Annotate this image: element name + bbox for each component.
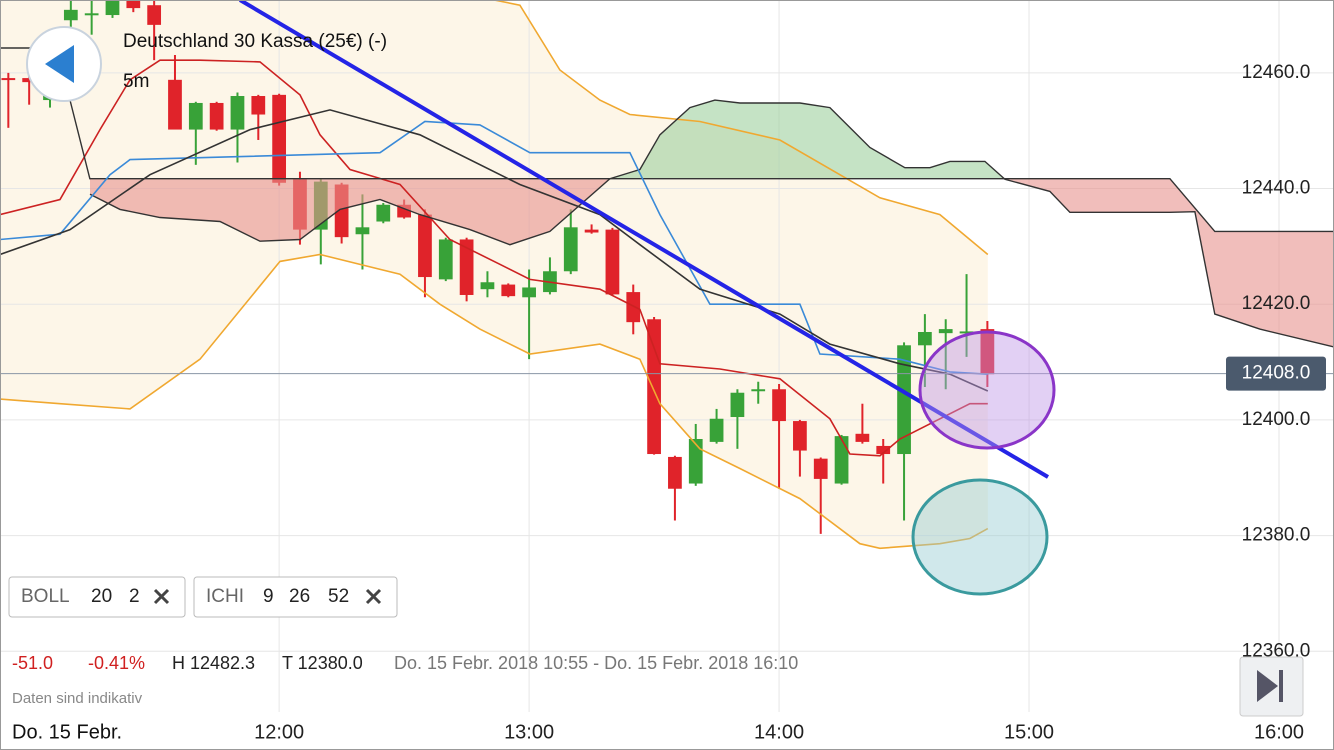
- x-tick-label: 16:00: [1254, 721, 1304, 743]
- change: -51.0: [12, 653, 53, 673]
- candle-body: [209, 102, 224, 130]
- candle-body: [876, 445, 891, 455]
- jump-end-button[interactable]: [1239, 656, 1304, 717]
- x-tick-label: 14:00: [754, 721, 804, 743]
- candle-body: [501, 284, 516, 297]
- chip-param: 2: [129, 586, 140, 607]
- x-tick-label: 13:00: [504, 721, 554, 743]
- candle-body: [772, 389, 786, 422]
- date-box: [0, 717, 145, 750]
- boll-upper: [490, 0, 989, 256]
- chip-param: 52: [328, 586, 349, 607]
- boll-chip[interactable]: BOLL 20 2: [8, 576, 186, 618]
- chip-close[interactable]: [365, 588, 382, 605]
- candle-body: [813, 458, 828, 479]
- candle-body: [355, 227, 370, 235]
- x-tick-label: 15:00: [1004, 721, 1054, 743]
- chip-name: BOLL: [21, 586, 70, 607]
- candle-body: [751, 389, 766, 392]
- candle-body: [105, 0, 120, 16]
- note: Daten sind indikativ: [12, 690, 143, 707]
- candle-body: [668, 456, 682, 489]
- candle-body: [980, 329, 995, 375]
- boll-lower: [0, 253, 989, 550]
- candle-body: [84, 13, 99, 16]
- candle-body: [855, 433, 870, 442]
- chip-name: ICHI: [206, 586, 244, 607]
- candle-body: [480, 282, 495, 290]
- back-icon[interactable]: [45, 45, 74, 83]
- chip-param: 9: [263, 586, 274, 607]
- cloud-up: [89, 100, 1334, 232]
- candle-body: [22, 78, 37, 83]
- back-button[interactable]: [26, 26, 102, 102]
- candle-body: [563, 227, 578, 272]
- candle-body: [438, 239, 453, 280]
- candle-body: [918, 331, 932, 346]
- tenkan: [0, 120, 988, 375]
- candle-body: [730, 392, 745, 418]
- candle-body: [230, 96, 245, 130]
- high: H 12482.3: [172, 653, 255, 673]
- trend-line: [238, 0, 1050, 479]
- chip-close[interactable]: [153, 588, 170, 605]
- y-tick-label: 12380.0: [1242, 525, 1311, 546]
- plot: [0, 0, 1334, 712]
- candle-body: [1, 78, 16, 81]
- y-tick-label: 12420.0: [1242, 293, 1311, 314]
- instrument-title: Deutschland 30 Kassa (25€) (-): [123, 31, 387, 52]
- last-price-box: [1226, 356, 1326, 391]
- ichi-chip[interactable]: ICHI 9 26 52: [193, 576, 398, 618]
- candle-body: [938, 329, 953, 334]
- last-price-label: 12408.0: [1242, 363, 1311, 384]
- y-tick-label: 12440.0: [1242, 178, 1311, 199]
- candle-body: [688, 438, 703, 484]
- date-label: Do. 15 Febr.: [12, 721, 122, 743]
- span-b: [90, 178, 1334, 233]
- candle-body: [793, 421, 807, 451]
- candle-body: [459, 239, 474, 295]
- candle-body: [376, 204, 391, 222]
- date-range: Do. 15 Febr. 2018 10:55 - Do. 15 Febr. 2…: [394, 653, 798, 673]
- candle-body: [272, 94, 287, 183]
- candle-body: [605, 229, 620, 295]
- ui: Deutschland 30 Kassa (25€) (-) 5m BOLL 2…: [0, 26, 1326, 750]
- candle-body: [188, 102, 203, 130]
- candle-body: [897, 345, 911, 455]
- span-a: [89, 99, 1334, 348]
- candle-body: [147, 5, 162, 25]
- highlight-circle: [918, 330, 1056, 450]
- x-tick-label: 12:00: [254, 721, 304, 743]
- highlight-circle: [911, 478, 1049, 596]
- y-tick-label: 12360.0: [1242, 640, 1311, 661]
- candle-body: [959, 331, 974, 334]
- low: T 12380.0: [282, 653, 363, 673]
- candle-body: [709, 418, 724, 442]
- play-icon[interactable]: [1257, 670, 1278, 702]
- y-tick-label: 12400.0: [1242, 409, 1311, 430]
- end-icon[interactable]: [1279, 670, 1283, 702]
- candle-body: [126, 0, 141, 9]
- candle-body: [418, 214, 432, 278]
- candle-body: [63, 9, 78, 21]
- chip[interactable]: [8, 576, 186, 618]
- candle-body: [522, 287, 536, 298]
- chip-param: 26: [289, 586, 310, 607]
- overlay: [238, 0, 1056, 596]
- chip[interactable]: [193, 576, 398, 618]
- change-pct: -0.41%: [88, 653, 145, 673]
- candle-body: [168, 79, 182, 130]
- candle-body: [251, 96, 266, 115]
- candle-body: [584, 229, 599, 233]
- candle-body: [626, 292, 641, 323]
- interval: 5m: [123, 71, 149, 92]
- chip-param: 20: [91, 586, 112, 607]
- boll-middle: [0, 59, 988, 457]
- candle-body: [834, 436, 849, 484]
- candle-body: [647, 319, 661, 455]
- y-tick-label: 12460.0: [1242, 62, 1311, 83]
